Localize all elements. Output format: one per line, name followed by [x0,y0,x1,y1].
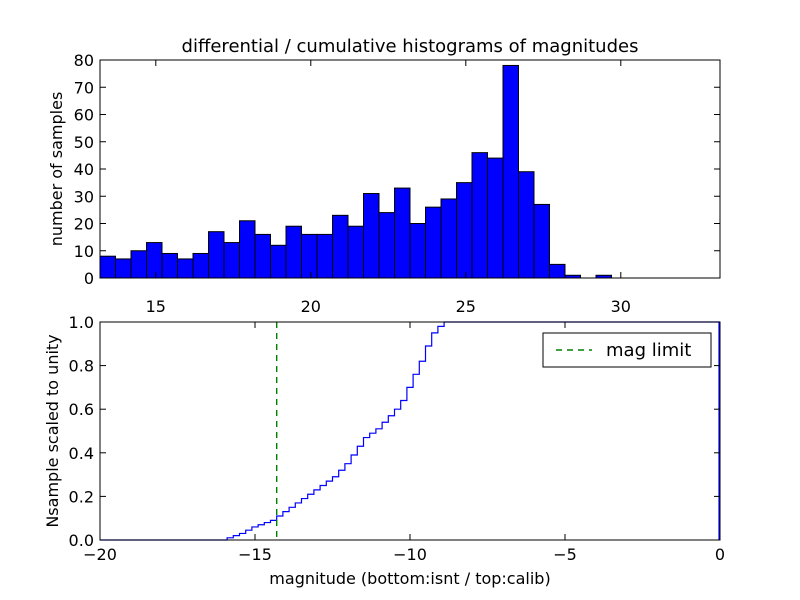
histogram-bar [409,223,426,279]
histogram-bar [146,242,163,279]
histogram-bar [533,203,550,279]
top-axes-frame [99,59,721,279]
histogram-bar [471,152,488,279]
top-bars-group [99,64,720,279]
histogram-bar [161,252,178,279]
histogram-bar [347,225,364,279]
histogram-bar [208,231,225,279]
top-x-tick-label: 15 [146,297,166,316]
bottom-y-tick-label: 0.2 [69,487,94,506]
histogram-bar [130,250,147,279]
bottom-ticks-group: 0.0 0.2 0.4 0.6 0.8 1.0 −20 −15 −10 −5 0 [69,313,726,564]
histogram-bar [549,263,566,279]
bottom-plot-group [100,321,720,541]
histogram-bar [440,198,457,279]
top-y-tick-label: 80 [74,51,94,70]
top-y-axis-label: number of samples [47,92,66,247]
top-chart-title: differential / cumulative histograms of … [182,36,639,57]
bottom-y-tick-label: 0.8 [69,357,94,376]
histogram-bar [192,252,209,279]
bottom-x-tick-label: −15 [238,545,272,564]
bottom-x-axis-label: magnitude (bottom:isnt / top:calib) [269,569,550,588]
histogram-bar [254,233,271,279]
top-x-tick-label: 25 [456,297,476,316]
histogram-bar [223,242,240,279]
legend-mag-limit-label: mag limit [606,340,691,361]
histogram-bar [177,258,194,279]
bottom-axes-frame [99,321,721,541]
histogram-bar [316,233,333,279]
histogram-bar [378,212,395,279]
histogram-bar [301,233,318,279]
top-y-tick-label: 0 [84,269,94,288]
top-x-tick-label: 30 [611,297,631,316]
histogram-bar [270,244,287,279]
top-y-tick-label: 40 [74,160,94,179]
top-y-tick-label: 20 [74,215,94,234]
top-y-tick-label: 50 [74,133,94,152]
histogram-bar [502,64,519,279]
legend: mag limit [542,332,712,368]
bottom-y-tick-label: 0.6 [69,400,94,419]
cumulative-step-line [100,321,720,541]
histogram-bar [456,182,473,279]
histogram-bar [332,214,349,279]
bottom-y-axis-label: Nsample scaled to unity [43,334,62,527]
histogram-bar [518,171,535,279]
bottom-x-tick-label: 0 [715,545,725,564]
bottom-y-tick-label: 0.4 [69,444,94,463]
bottom-x-tick-label: −10 [393,545,427,564]
top-y-tick-label: 60 [74,106,94,125]
histogram-bar [99,255,116,279]
histogram-bar [115,258,132,279]
histogram-bar [285,225,302,279]
histogram-bar [239,220,256,279]
top-y-tick-label: 10 [74,242,94,261]
histogram-bar [394,187,411,279]
bottom-x-tick-label: −5 [553,545,577,564]
bottom-y-tick-label: 1.0 [69,313,94,332]
bottom-x-tick-label: −20 [83,545,117,564]
histogram-bar [425,206,442,279]
top-x-tick-label: 20 [301,297,321,316]
top-y-tick-label: 70 [74,78,94,97]
top-y-tick-label: 30 [74,187,94,206]
bottom-y-tick-label: 0.0 [69,531,94,550]
histogram-bar [363,193,380,279]
histogram-bar [487,157,504,279]
